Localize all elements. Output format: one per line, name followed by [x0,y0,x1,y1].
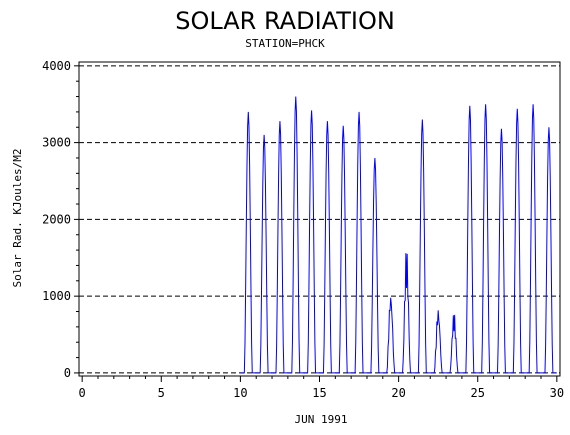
y-tick-label: 2000 [42,212,71,226]
y-axis-label: Solar Rad. KJoules/M2 [11,148,24,287]
x-tick-label: 30 [550,386,564,400]
series-line [240,97,556,373]
x-tick-label: 20 [391,386,405,400]
y-tick-label: 3000 [42,136,71,150]
chart-subtitle: STATION=PHCK [245,37,325,50]
plot-area: 0 1000 2000 3000 4000 0 5 10 15 20 25 30 [42,59,564,400]
x-axis-label: JUN 1991 [295,413,348,426]
y-tick-label: 4000 [42,59,71,73]
x-tick-label: 10 [233,386,247,400]
x-tick-label: 0 [79,386,86,400]
x-tick-label: 25 [470,386,484,400]
y-tick-label: 1000 [42,289,71,303]
y-tick-label: 0 [64,366,71,380]
x-tick-label: 5 [158,386,165,400]
x-tick-label: 15 [312,386,326,400]
chart-title: SOLAR RADIATION [175,7,395,35]
